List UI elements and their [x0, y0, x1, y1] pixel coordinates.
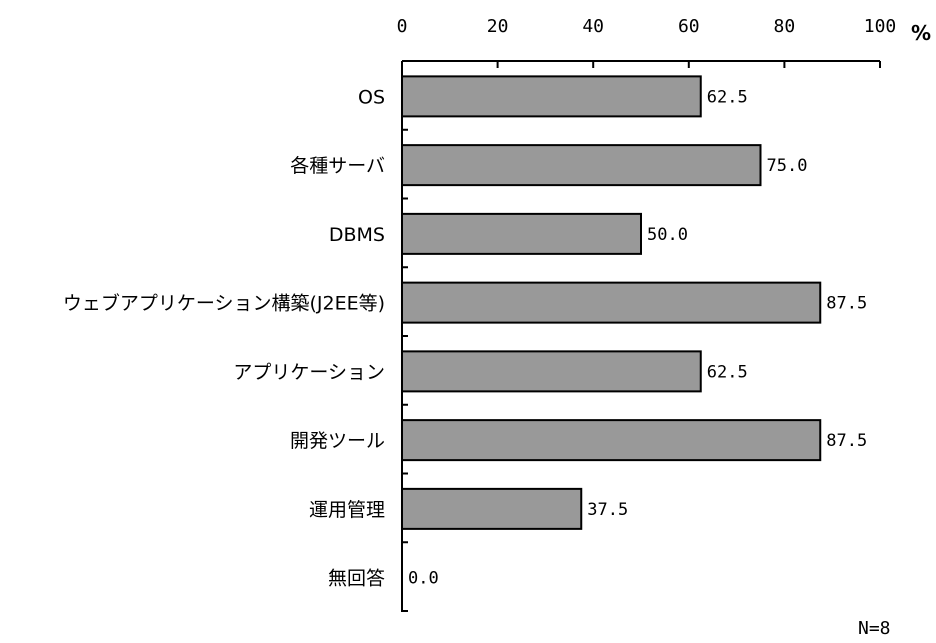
data-label: 50.0: [647, 225, 688, 245]
value-labels: 62.5 75.0 50.0 87.5 62.5 87.5 37.5 0.0: [408, 87, 867, 588]
category-label: 無回答: [328, 568, 385, 590]
data-label: 37.5: [587, 500, 628, 520]
category-labels: OS 各種サーバ DBMS ウェブアプリケーション構築(J2EE等) アプリケーション開…: [63, 86, 385, 589]
data-label: 62.5: [707, 362, 748, 382]
bar: [401, 212, 642, 255]
category-label: アプリケーション: [233, 361, 385, 383]
data-label: 75.0: [767, 156, 808, 176]
data-label: 87.5: [826, 294, 867, 314]
x-tick-label: 0: [397, 16, 408, 37]
x-tick-label: 60: [678, 16, 700, 37]
sample-size-note: N=8: [858, 618, 891, 639]
data-label: 62.5: [707, 87, 748, 107]
category-label: 各種サーバ: [290, 155, 385, 177]
data-label: 0.0: [408, 569, 439, 589]
bar: [401, 350, 702, 393]
bar: [401, 487, 583, 530]
bars: [401, 75, 822, 530]
category-label: 運用管理: [309, 499, 385, 521]
bar: [401, 419, 822, 462]
data-label: 87.5: [826, 431, 867, 451]
category-label: OS: [358, 86, 385, 108]
category-label: ウェブアプリケーション構築(J2EE等): [63, 292, 385, 315]
x-tick-label: 80: [774, 16, 796, 37]
x-tick-label: 20: [487, 16, 509, 37]
category-label: DBMS: [329, 224, 385, 246]
bar: [401, 144, 762, 187]
x-tick-label: 40: [582, 16, 604, 37]
x-tick-label: 100: [864, 16, 897, 37]
category-label: 開発ツール: [290, 430, 385, 452]
bar: [401, 75, 702, 118]
bar: [401, 281, 822, 324]
unit-label: %: [911, 21, 931, 45]
